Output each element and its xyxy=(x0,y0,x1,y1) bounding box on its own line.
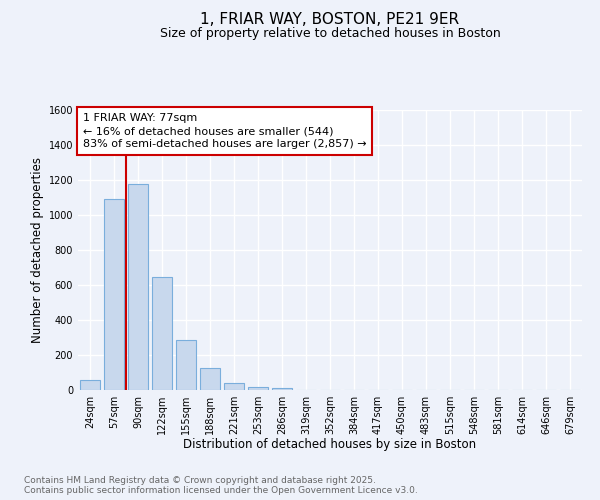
Bar xyxy=(200,368,220,390)
Text: 1 FRIAR WAY: 77sqm
← 16% of detached houses are smaller (544)
83% of semi-detach: 1 FRIAR WAY: 77sqm ← 16% of detached hou… xyxy=(83,113,367,149)
Bar xyxy=(176,340,196,390)
Bar xyxy=(224,383,244,390)
Text: 1, FRIAR WAY, BOSTON, PE21 9ER: 1, FRIAR WAY, BOSTON, PE21 9ER xyxy=(200,12,460,28)
Text: Contains HM Land Registry data © Crown copyright and database right 2025.
Contai: Contains HM Land Registry data © Crown c… xyxy=(24,476,418,495)
X-axis label: Distribution of detached houses by size in Boston: Distribution of detached houses by size … xyxy=(184,438,476,452)
Bar xyxy=(152,277,172,390)
Text: Size of property relative to detached houses in Boston: Size of property relative to detached ho… xyxy=(160,28,500,40)
Bar xyxy=(80,380,100,390)
Bar xyxy=(272,388,292,390)
Bar xyxy=(248,386,268,390)
Bar xyxy=(128,184,148,390)
Y-axis label: Number of detached properties: Number of detached properties xyxy=(31,157,44,343)
Bar xyxy=(104,199,124,390)
